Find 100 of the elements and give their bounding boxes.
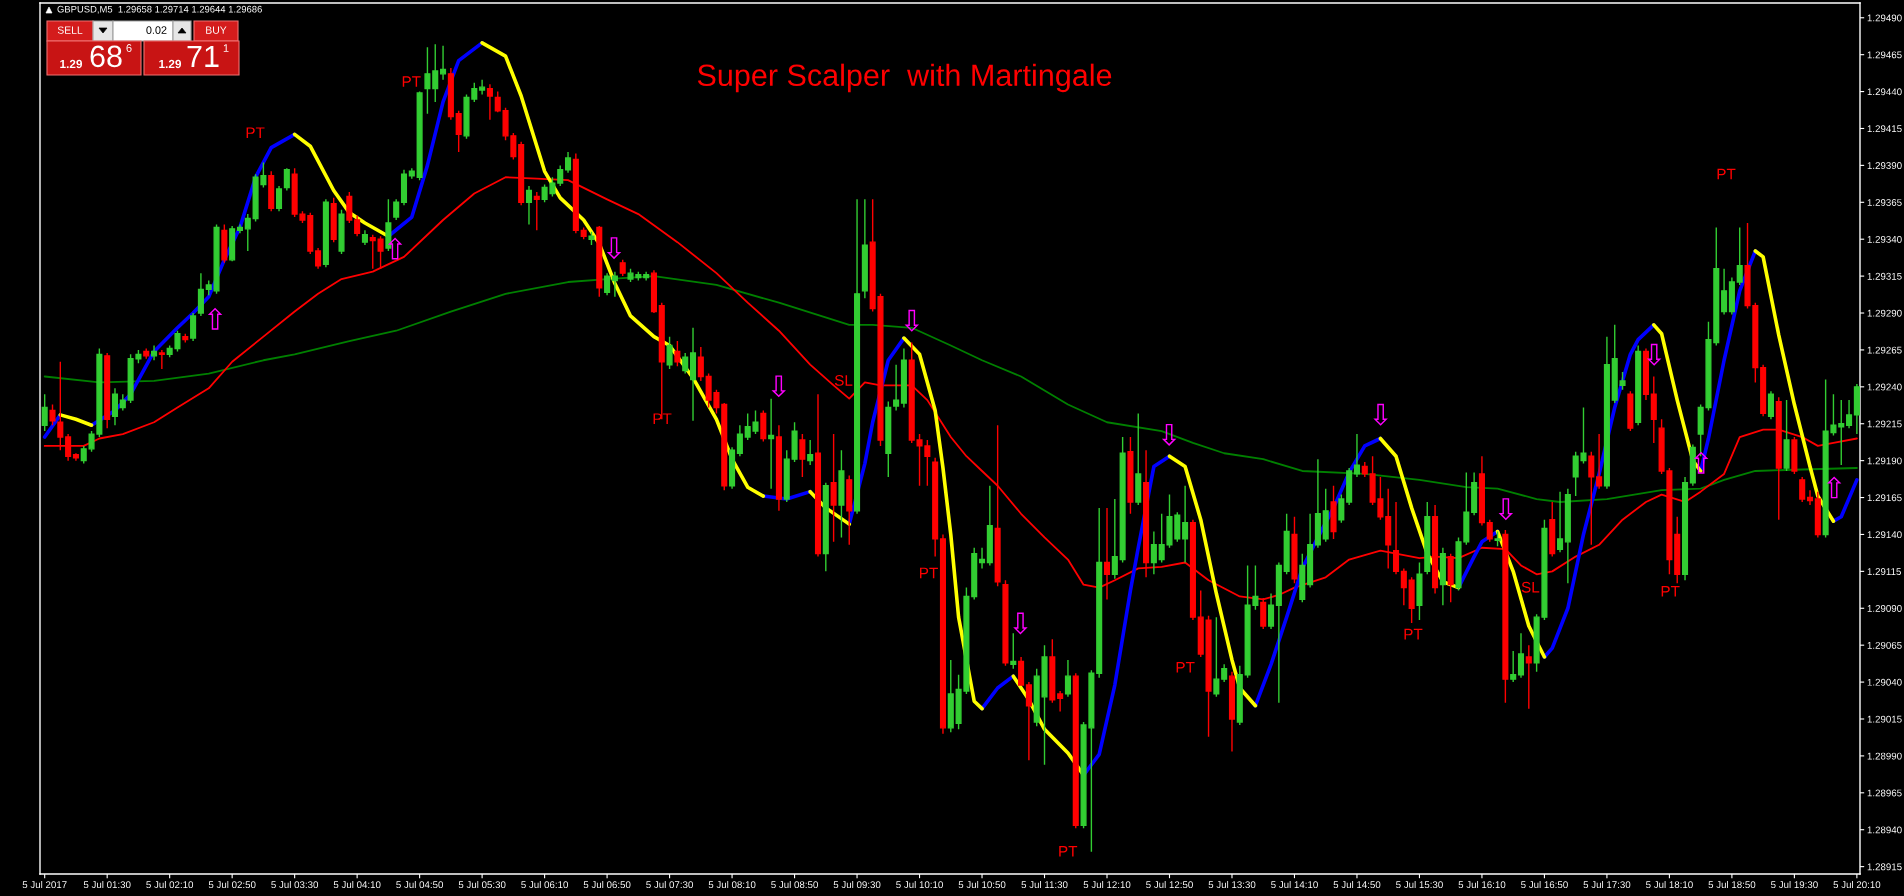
- candlestick: [1338, 493, 1345, 524]
- candlestick: [1767, 390, 1774, 421]
- candlestick: [1478, 455, 1485, 527]
- x-tick-label: 5 Jul 10:50: [958, 880, 1006, 889]
- annotation: SL: [834, 374, 853, 386]
- candlestick: [307, 211, 314, 255]
- candlestick: [494, 90, 501, 113]
- candlestick: [1385, 487, 1392, 570]
- candlestick: [377, 235, 384, 270]
- x-tick-label: 5 Jul 16:50: [1521, 880, 1568, 889]
- annotation: ⇧: [387, 237, 403, 260]
- candlestick: [221, 223, 228, 264]
- candlestick: [994, 424, 1001, 587]
- x-tick-label: 5 Jul 06:50: [583, 880, 631, 889]
- annotation: ⇩: [904, 309, 920, 332]
- annotation: PT: [920, 567, 938, 579]
- x-tick-label: 5 Jul 08:50: [771, 880, 818, 889]
- candlestick: [244, 213, 251, 252]
- candlestick: [236, 223, 244, 234]
- candlestick: [666, 335, 673, 370]
- annotation: ⇩: [1161, 423, 1177, 446]
- x-tick-label: 5 Jul 06:10: [521, 880, 569, 889]
- candlestick: [41, 393, 48, 432]
- candlestick: [1783, 399, 1790, 472]
- candlestick: [1322, 487, 1329, 543]
- candlestick: [393, 198, 400, 221]
- y-tick-label: 1.29165: [1867, 494, 1902, 502]
- candlestick: [768, 397, 775, 490]
- candlestick: [1564, 487, 1571, 584]
- candlestick: [900, 347, 907, 409]
- candlestick: [978, 547, 986, 570]
- candlestick: [111, 387, 119, 426]
- candlestick: [1494, 530, 1501, 547]
- candlestick: [1424, 501, 1431, 576]
- candlestick: [354, 214, 361, 237]
- candlestick: [1760, 363, 1767, 418]
- x-tick-label: 5 Jul 20:10: [1833, 880, 1881, 889]
- candlestick: [1346, 467, 1353, 506]
- candlestick: [1471, 471, 1478, 516]
- annotation: 6: [126, 44, 132, 52]
- candlestick: [1221, 663, 1228, 683]
- candlestick: [1791, 436, 1798, 475]
- annotation: PT: [1059, 846, 1078, 857]
- candlestick: [689, 327, 697, 422]
- y-tick-label: 1.29490: [1867, 14, 1902, 22]
- y-tick-label: 1.29365: [1867, 199, 1902, 206]
- candlestick: [1135, 412, 1142, 506]
- candlestick: [885, 400, 892, 478]
- candlestick: [1119, 436, 1126, 564]
- x-tick-label: 5 Jul 03:30: [271, 880, 319, 889]
- x-tick-label: 5 Jul 14:50: [1333, 880, 1381, 889]
- candlestick: [57, 361, 64, 452]
- candlestick: [1025, 681, 1032, 762]
- y-tick-label: 1.29265: [1867, 346, 1902, 354]
- candlestick: [1517, 632, 1525, 679]
- x-tick-label: 5 Jul 04:50: [396, 880, 444, 889]
- annotation: PT: [1404, 628, 1423, 640]
- candlestick: [682, 352, 689, 375]
- candlestick: [611, 270, 618, 298]
- candlestick: [268, 170, 275, 212]
- candlestick: [1150, 530, 1157, 576]
- candlestick: [1392, 501, 1400, 576]
- candlestick: [721, 402, 728, 491]
- candlestick: [338, 208, 345, 255]
- candlestick: [1299, 552, 1306, 604]
- candlestick: [1510, 650, 1517, 683]
- candlestick: [588, 231, 595, 246]
- candlestick: [783, 449, 790, 503]
- candlestick: [1283, 513, 1290, 576]
- candlestick: [283, 167, 290, 192]
- candlestick: [893, 363, 900, 412]
- annotation: PT: [653, 413, 672, 424]
- candlestick: [1314, 458, 1321, 549]
- y-tick-label: 1.29115: [1867, 568, 1901, 575]
- candlestick: [197, 272, 204, 317]
- candlestick: [432, 43, 439, 103]
- annotation: ⇧: [1693, 451, 1709, 474]
- candlestick: [650, 269, 657, 314]
- candlestick: [1018, 656, 1025, 686]
- candlestick: [1361, 461, 1368, 478]
- candlestick: [1728, 276, 1735, 316]
- candlestick: [1635, 344, 1642, 426]
- candlestick: [1549, 501, 1556, 558]
- candlestick: [1049, 638, 1056, 704]
- candlestick: [229, 225, 236, 263]
- candlestick: [643, 270, 650, 282]
- x-tick-label: 5 Jul 15:30: [1396, 880, 1443, 889]
- candlestick: [1143, 449, 1150, 578]
- y-tick-label: 1.29065: [1867, 641, 1902, 649]
- candlestick: [1072, 672, 1079, 829]
- candlestick: [854, 198, 861, 515]
- candlestick: [1627, 390, 1634, 432]
- candlestick: [369, 234, 376, 270]
- candlestick: [791, 421, 798, 463]
- annotation: 1.29: [60, 59, 83, 69]
- y-tick-label: 1.28915: [1867, 863, 1902, 871]
- candlestick: [1588, 451, 1595, 546]
- candlestick: [1596, 433, 1603, 490]
- candlestick: [1111, 498, 1118, 580]
- x-tick-label: 5 Jul 17:30: [1583, 880, 1631, 889]
